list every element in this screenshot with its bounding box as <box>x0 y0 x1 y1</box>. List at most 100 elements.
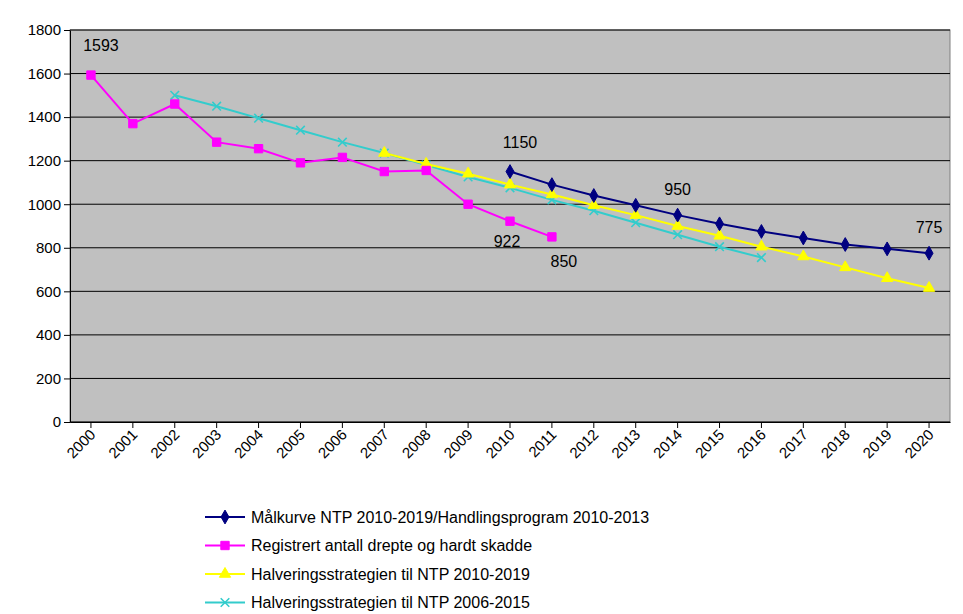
x-tick-label: 2011 <box>525 426 560 461</box>
y-tick-mark <box>64 161 70 162</box>
legend-item: Målkurve NTP 2010-2019/Handlingsprogram … <box>205 509 649 526</box>
plot-background <box>70 30 950 422</box>
annotation: 1150 <box>503 134 538 151</box>
x-tick-mark <box>677 422 678 428</box>
series-line <box>384 153 929 288</box>
x-tick-mark <box>635 422 636 428</box>
x-tick-mark <box>761 422 762 428</box>
series-marker <box>548 178 556 192</box>
series-marker <box>799 231 807 245</box>
grid-line <box>70 291 950 292</box>
x-tick-label: 2002 <box>147 426 183 462</box>
series-marker <box>548 233 556 241</box>
y-axis-line <box>70 31 71 423</box>
x-tick-mark <box>510 422 511 428</box>
y-tick-mark <box>64 74 70 75</box>
x-tick: 2016 <box>733 422 769 461</box>
y-tick-label: 200 <box>36 370 61 387</box>
annotation: 775 <box>916 219 943 236</box>
x-tick-label: 2020 <box>901 426 937 462</box>
grid-line <box>70 30 950 31</box>
x-tick-label: 2001 <box>105 426 141 462</box>
series-marker <box>506 165 514 179</box>
series-marker <box>129 119 137 127</box>
legend-label: Halveringsstrategien til NTP 2006-2015 <box>251 594 530 611</box>
x-tick: 2002 <box>147 422 183 461</box>
series-marker <box>254 114 263 123</box>
y-tick-label: 1000 <box>28 196 61 213</box>
x-tick-mark <box>300 422 301 428</box>
legend-label: Målkurve NTP 2010-2019/Handlingsprogram … <box>251 509 649 526</box>
y-tick-mark <box>64 422 70 423</box>
series-marker <box>925 246 933 260</box>
series-marker <box>464 200 472 208</box>
x-tick: 2013 <box>608 422 644 461</box>
x-tick: 2014 <box>650 422 686 461</box>
x-tick: 2011 <box>525 422 560 460</box>
y-tick-label: 800 <box>36 239 61 256</box>
x-tick-label: 2014 <box>650 426 686 462</box>
x-axis: 2000200120022003200420052006200720082009… <box>63 422 951 461</box>
x-tick: 2005 <box>273 422 309 461</box>
legend-item: Halveringsstrategien til NTP 2010-2019 <box>205 566 530 583</box>
series-marker <box>380 167 388 175</box>
grid-line <box>70 160 950 161</box>
x-tick-label: 2008 <box>398 426 434 462</box>
series-marker <box>462 167 473 177</box>
y-tick-mark <box>64 117 70 118</box>
x-tick: 2001 <box>105 422 141 461</box>
y-tick-mark <box>64 291 70 292</box>
series-marker <box>87 71 95 79</box>
x-tick-mark <box>803 422 804 428</box>
series-marker <box>506 217 514 225</box>
series-marker <box>254 145 262 153</box>
y-tick: 800 <box>36 239 70 256</box>
series-marker <box>757 253 766 262</box>
x-tick: 2006 <box>314 422 350 461</box>
series-marker <box>716 217 724 231</box>
series-group <box>87 71 935 291</box>
annotation: 950 <box>664 181 691 198</box>
series <box>506 165 933 260</box>
legend-item: Registrert antall drepte og hardt skadde <box>205 537 532 554</box>
x-tick: 2010 <box>482 422 518 461</box>
series-marker <box>757 225 765 239</box>
y-tick: 400 <box>36 326 70 343</box>
series-marker <box>590 189 598 203</box>
x-tick-label: 2012 <box>566 426 602 462</box>
y-tick-label: 1800 <box>28 21 61 38</box>
x-tick: 2000 <box>63 422 99 461</box>
x-tick-mark <box>90 422 91 428</box>
legend-marker <box>219 567 230 577</box>
legend-label: Halveringsstrategien til NTP 2010-2019 <box>251 566 530 583</box>
series-marker <box>883 242 891 256</box>
y-tick-mark <box>64 248 70 249</box>
grid-line <box>70 378 950 379</box>
grid-line <box>70 204 950 205</box>
series-marker <box>798 250 809 260</box>
series-marker <box>673 230 682 239</box>
series-marker <box>296 159 304 167</box>
x-tick-label: 2016 <box>733 426 769 462</box>
x-tick-label: 2005 <box>273 426 309 462</box>
y-tick-label: 1200 <box>28 152 61 169</box>
series-marker <box>756 240 767 250</box>
y-tick-mark <box>64 378 70 379</box>
series-marker <box>421 157 432 167</box>
x-tick-label: 2018 <box>817 426 853 462</box>
annotation: 1593 <box>83 37 119 54</box>
x-tick: 2004 <box>231 422 267 461</box>
y-tick: 1000 <box>28 196 70 213</box>
series-marker <box>504 178 515 188</box>
x-tick-mark <box>342 422 343 428</box>
y-tick: 600 <box>36 283 70 300</box>
x-tick-mark <box>384 422 385 428</box>
series-marker <box>296 126 305 135</box>
series <box>170 91 765 262</box>
y-tick: 1400 <box>28 108 70 125</box>
x-tick: 2012 <box>566 422 602 461</box>
series <box>379 147 935 292</box>
x-tick: 2007 <box>356 422 392 461</box>
x-tick-label: 2000 <box>63 426 99 462</box>
x-tick-label: 2003 <box>189 426 225 462</box>
